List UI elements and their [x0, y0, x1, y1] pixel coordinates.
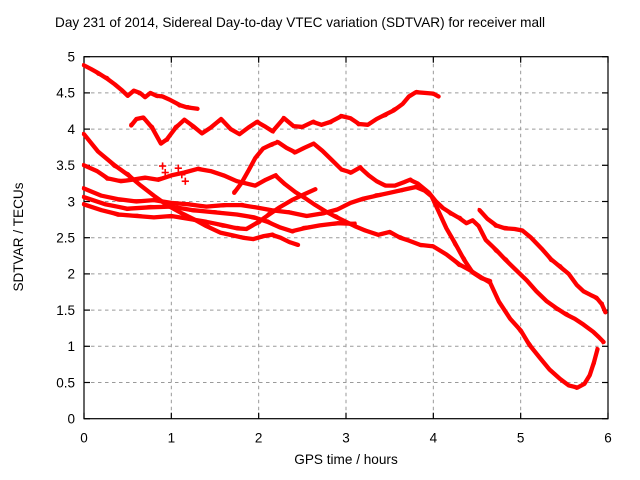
y-tick-label: 1.5 [56, 303, 75, 318]
trace-8-texture [82, 188, 316, 231]
y-tick-label: 3 [67, 194, 75, 209]
y-tick-label: 2.5 [56, 231, 75, 246]
x-tick-label: 4 [430, 431, 438, 446]
y-tick-label: 5 [67, 50, 75, 65]
y-tick-label: 4 [67, 122, 75, 137]
trace-3 [81, 132, 301, 248]
y-tick-label: 3.5 [56, 158, 75, 173]
x-tick-label: 5 [517, 431, 525, 446]
y-tick-label: 2 [67, 267, 75, 282]
chart-title: Day 231 of 2014, Sidereal Day-to-day VTE… [55, 15, 546, 30]
trace-2-texture [129, 89, 439, 145]
outlier-points [161, 168, 169, 177]
x-tick-label: 0 [80, 431, 88, 446]
outlier-points [178, 171, 186, 179]
trace-1 [81, 63, 200, 111]
outlier-points [174, 164, 182, 172]
trace-9-texture [477, 207, 606, 314]
trace-5-texture [232, 139, 604, 345]
outlier-points [159, 162, 167, 170]
outlier-points [181, 177, 189, 185]
y-tick-label: 0 [67, 412, 75, 427]
y-tick-label: 0.5 [56, 375, 75, 390]
x-tick-label: 1 [168, 431, 176, 446]
y-axis-label: SDTVAR / TECUs [11, 182, 26, 292]
x-tick-label: 3 [342, 431, 350, 446]
y-tick-label: 4.5 [56, 86, 75, 101]
trace-7-texture [82, 194, 357, 234]
trace-6-texture [82, 184, 491, 281]
trace-3-texture [82, 131, 299, 245]
trace-4-texture [82, 162, 598, 390]
x-tick-label: 6 [604, 431, 612, 446]
trace-1-texture [82, 62, 198, 110]
x-tick-label: 2 [255, 431, 263, 446]
x-axis-label: GPS time / hours [294, 452, 398, 467]
tick-labels: 0 1 2 3 4 5 6 0 0.5 1 1.5 2 2.5 3 3.5 4 4.5 5 [56, 50, 612, 446]
axis-ticks [83, 56, 609, 420]
data-traces [81, 62, 608, 390]
y-tick-label: 1 [67, 339, 75, 354]
